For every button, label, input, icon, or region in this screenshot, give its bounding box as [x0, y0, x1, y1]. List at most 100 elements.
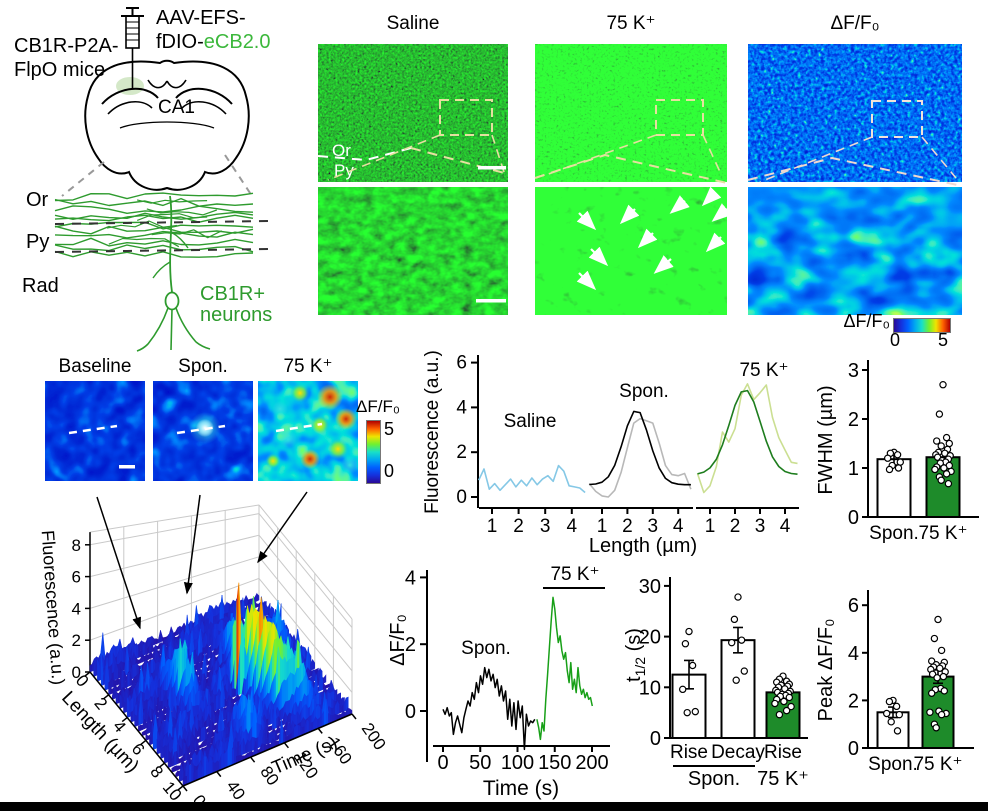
svg-text:2: 2	[456, 442, 467, 463]
svg-text:2: 2	[513, 516, 524, 537]
colorbar-top-label: ΔF/F₀	[843, 311, 891, 331]
bottom-bar	[0, 802, 988, 811]
injection-schematic-drawing	[54, 7, 269, 352]
colorbar-roi-label: ΔF/F₀	[356, 397, 400, 416]
svg-text:0: 0	[437, 752, 448, 774]
svg-text:Spon.: Spon.	[688, 768, 740, 790]
roi-title-spon: Spon.	[178, 356, 228, 377]
svg-text:40: 40	[223, 777, 249, 803]
svg-text:8: 8	[146, 762, 167, 781]
svg-text:0: 0	[848, 507, 859, 529]
svg-text:200: 200	[358, 719, 390, 753]
svg-text:1: 1	[597, 516, 608, 537]
svg-text:FWHM (µm): FWHM (µm)	[815, 385, 837, 494]
svg-text:ΔF/F₀: ΔF/F₀	[387, 614, 409, 666]
layer-label-or: Or	[26, 189, 49, 211]
svg-text:6: 6	[456, 353, 467, 374]
svg-text:2: 2	[405, 634, 416, 656]
colorbar-roi-max: 5	[384, 419, 395, 439]
svg-text:Spon.: Spon.	[868, 754, 918, 775]
svg-text:4: 4	[780, 516, 791, 537]
svg-text:2: 2	[730, 516, 741, 537]
svg-text:100: 100	[501, 752, 534, 774]
svg-text:Decay: Decay	[711, 742, 765, 763]
virus-label2: fDIO-eCB2.0	[156, 31, 271, 53]
svg-text:1: 1	[705, 516, 716, 537]
svg-text:150: 150	[538, 752, 571, 774]
roi-title-75k: 75 K⁺	[283, 356, 333, 377]
mouse-line-label: CB1R-P2A-	[14, 35, 119, 57]
micro-title-saline: Saline	[386, 13, 440, 34]
svg-text:t1/2 (s): t1/2 (s)	[623, 628, 648, 682]
micro-title-dff: ΔF/F₀	[830, 13, 880, 34]
t-half-bar-chart: 0 10 20 30 Rise Decay Rise t1/2 (s) Spon. 75 K⁺	[623, 576, 809, 790]
svg-text:4: 4	[567, 516, 578, 537]
virus-label: AAV-EFS-	[156, 7, 246, 29]
fwhm-bar-chart: 0 1 2 3 Spon. 75 K⁺ FWHM (µm)	[815, 360, 979, 544]
svg-text:4: 4	[848, 643, 859, 665]
colorbar-top-min: 0	[889, 330, 900, 350]
svg-text:Spon.: Spon.	[619, 381, 669, 402]
micrograph-saline-inset	[318, 187, 508, 315]
peak-dff-bar-chart: 0 2 4 6 Spon.75 K⁺ Peak ΔF/F₀	[815, 590, 974, 775]
svg-text:Rise: Rise	[764, 742, 802, 763]
ca1-label: CA1	[158, 97, 195, 118]
svg-text:1: 1	[848, 458, 859, 480]
roi-map-baseline	[45, 381, 145, 481]
svg-text:0: 0	[650, 728, 661, 750]
svg-text:75 K⁺: 75 K⁺	[757, 768, 809, 790]
dff-time-trace-chart: 0 2 4 ΔF/F₀ 0 50 100 150 200 Time (s) Spon. 75 K⁺	[387, 564, 610, 800]
micrograph-dff-inset	[748, 187, 962, 315]
svg-text:10: 10	[159, 778, 186, 805]
svg-text:Saline: Saline	[504, 411, 557, 432]
svg-text:Or: Or	[332, 141, 351, 160]
svg-text:Fluorescence (a.u.): Fluorescence (a.u.)	[422, 350, 443, 514]
svg-text:0: 0	[72, 663, 81, 682]
svg-text:4: 4	[673, 516, 684, 537]
svg-text:20: 20	[639, 627, 661, 649]
layer-label-rad: Rad	[22, 275, 59, 297]
svg-text:3: 3	[755, 516, 766, 537]
svg-text:75 K⁺: 75 K⁺	[550, 564, 599, 585]
svg-text:0: 0	[405, 701, 416, 723]
svg-text:6: 6	[848, 595, 859, 617]
svg-text:2: 2	[622, 516, 633, 537]
svg-text:Spon.: Spon.	[461, 638, 511, 659]
micrograph-dff-map	[747, 44, 963, 187]
svg-text:200: 200	[575, 752, 608, 774]
svg-text:4: 4	[456, 397, 467, 418]
colorbar-roi-min: 0	[384, 461, 395, 481]
svg-text:2: 2	[848, 409, 859, 431]
svg-text:4: 4	[405, 567, 416, 589]
svg-text:0: 0	[848, 738, 859, 760]
svg-text:0: 0	[456, 487, 467, 508]
svg-text:30: 30	[639, 576, 661, 598]
svg-text:10: 10	[639, 677, 661, 699]
svg-text:Peak ΔF/F₀: Peak ΔF/F₀	[815, 619, 837, 722]
svg-text:3: 3	[848, 360, 859, 382]
svg-text:Rise: Rise	[670, 742, 708, 763]
colorbar-roi	[366, 420, 381, 484]
colorbar-top	[893, 318, 951, 333]
cb1r-neurons-label: CB1R+ neurons	[200, 283, 273, 327]
micro-title-75k: 75 K⁺	[606, 13, 656, 34]
svg-text:75 K⁺: 75 K⁺	[739, 360, 788, 381]
svg-text:75 K⁺: 75 K⁺	[913, 754, 962, 775]
layer-label-py: Py	[26, 231, 50, 253]
svg-text:8: 8	[72, 536, 81, 555]
svg-text:Length (µm): Length (µm)	[589, 535, 697, 557]
svg-text:Time (s): Time (s)	[483, 777, 559, 800]
roi-title-baseline: Baseline	[58, 356, 132, 377]
svg-text:Spon.: Spon.	[869, 523, 919, 544]
svg-text:Fluorescence (a.u.): Fluorescence (a.u.)	[38, 530, 69, 686]
colorbar-top-max: 5	[937, 330, 948, 350]
micrograph-75k	[534, 44, 728, 184]
mouse-line-label2: FlpO mice	[14, 59, 106, 81]
roi-map-spon	[153, 381, 253, 481]
svg-text:6: 6	[72, 568, 81, 587]
svg-text:50: 50	[469, 752, 491, 774]
svg-text:1: 1	[487, 516, 498, 537]
